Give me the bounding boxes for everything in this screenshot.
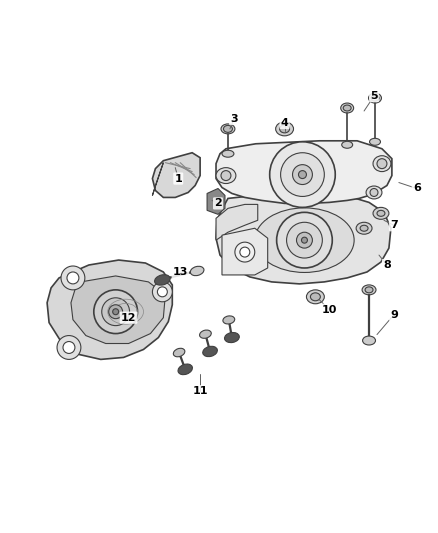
Ellipse shape — [365, 287, 373, 293]
Polygon shape — [216, 204, 258, 240]
Ellipse shape — [173, 348, 185, 357]
Circle shape — [270, 142, 335, 207]
Circle shape — [94, 290, 138, 334]
Ellipse shape — [222, 150, 234, 157]
Ellipse shape — [360, 225, 368, 231]
Ellipse shape — [221, 124, 235, 134]
Ellipse shape — [191, 266, 204, 276]
Ellipse shape — [155, 274, 170, 285]
Circle shape — [370, 189, 378, 197]
Ellipse shape — [178, 364, 192, 375]
Ellipse shape — [343, 105, 351, 111]
Ellipse shape — [373, 207, 389, 219]
Text: 5: 5 — [370, 91, 378, 101]
Ellipse shape — [279, 125, 290, 133]
Circle shape — [298, 171, 307, 179]
Polygon shape — [216, 193, 391, 284]
Circle shape — [157, 287, 167, 297]
Ellipse shape — [366, 186, 382, 199]
Circle shape — [297, 232, 312, 248]
Circle shape — [102, 298, 130, 326]
Text: 6: 6 — [413, 183, 420, 193]
Circle shape — [286, 222, 322, 258]
Ellipse shape — [362, 285, 376, 295]
Text: 10: 10 — [321, 305, 337, 314]
Text: 3: 3 — [230, 114, 238, 124]
Ellipse shape — [363, 336, 375, 345]
Circle shape — [61, 266, 85, 290]
Text: 8: 8 — [383, 260, 391, 270]
Polygon shape — [222, 228, 268, 275]
Polygon shape — [216, 141, 392, 204]
Ellipse shape — [311, 293, 320, 301]
Ellipse shape — [255, 208, 354, 272]
Ellipse shape — [225, 333, 239, 343]
Circle shape — [240, 247, 250, 257]
Ellipse shape — [371, 95, 379, 101]
Circle shape — [277, 212, 332, 268]
Ellipse shape — [307, 290, 324, 304]
Circle shape — [57, 336, 81, 359]
Text: 13: 13 — [173, 267, 188, 277]
Ellipse shape — [223, 316, 235, 324]
Ellipse shape — [368, 93, 381, 103]
Polygon shape — [207, 189, 225, 214]
Ellipse shape — [203, 346, 217, 357]
Circle shape — [293, 165, 312, 184]
Text: 1: 1 — [174, 174, 182, 183]
Polygon shape — [152, 163, 163, 196]
Polygon shape — [71, 276, 165, 343]
Ellipse shape — [223, 125, 233, 132]
Circle shape — [221, 171, 231, 181]
Ellipse shape — [200, 330, 211, 338]
Ellipse shape — [377, 211, 385, 216]
Circle shape — [235, 242, 255, 262]
Polygon shape — [152, 153, 200, 197]
Text: 12: 12 — [121, 313, 136, 322]
Text: 2: 2 — [214, 198, 222, 208]
Ellipse shape — [216, 168, 236, 183]
Circle shape — [152, 282, 172, 302]
Circle shape — [63, 342, 75, 353]
Text: 4: 4 — [281, 118, 289, 128]
Text: 9: 9 — [390, 310, 398, 320]
Circle shape — [301, 237, 307, 243]
Ellipse shape — [342, 141, 353, 148]
Circle shape — [109, 305, 123, 319]
Ellipse shape — [370, 139, 381, 146]
Circle shape — [67, 272, 79, 284]
Ellipse shape — [373, 156, 391, 172]
Circle shape — [113, 309, 119, 314]
Text: 11: 11 — [192, 386, 208, 396]
Ellipse shape — [341, 103, 353, 113]
Text: 7: 7 — [390, 220, 398, 230]
Ellipse shape — [356, 222, 372, 234]
Circle shape — [377, 159, 387, 168]
Circle shape — [281, 153, 324, 197]
Ellipse shape — [276, 122, 293, 136]
Polygon shape — [47, 260, 172, 359]
